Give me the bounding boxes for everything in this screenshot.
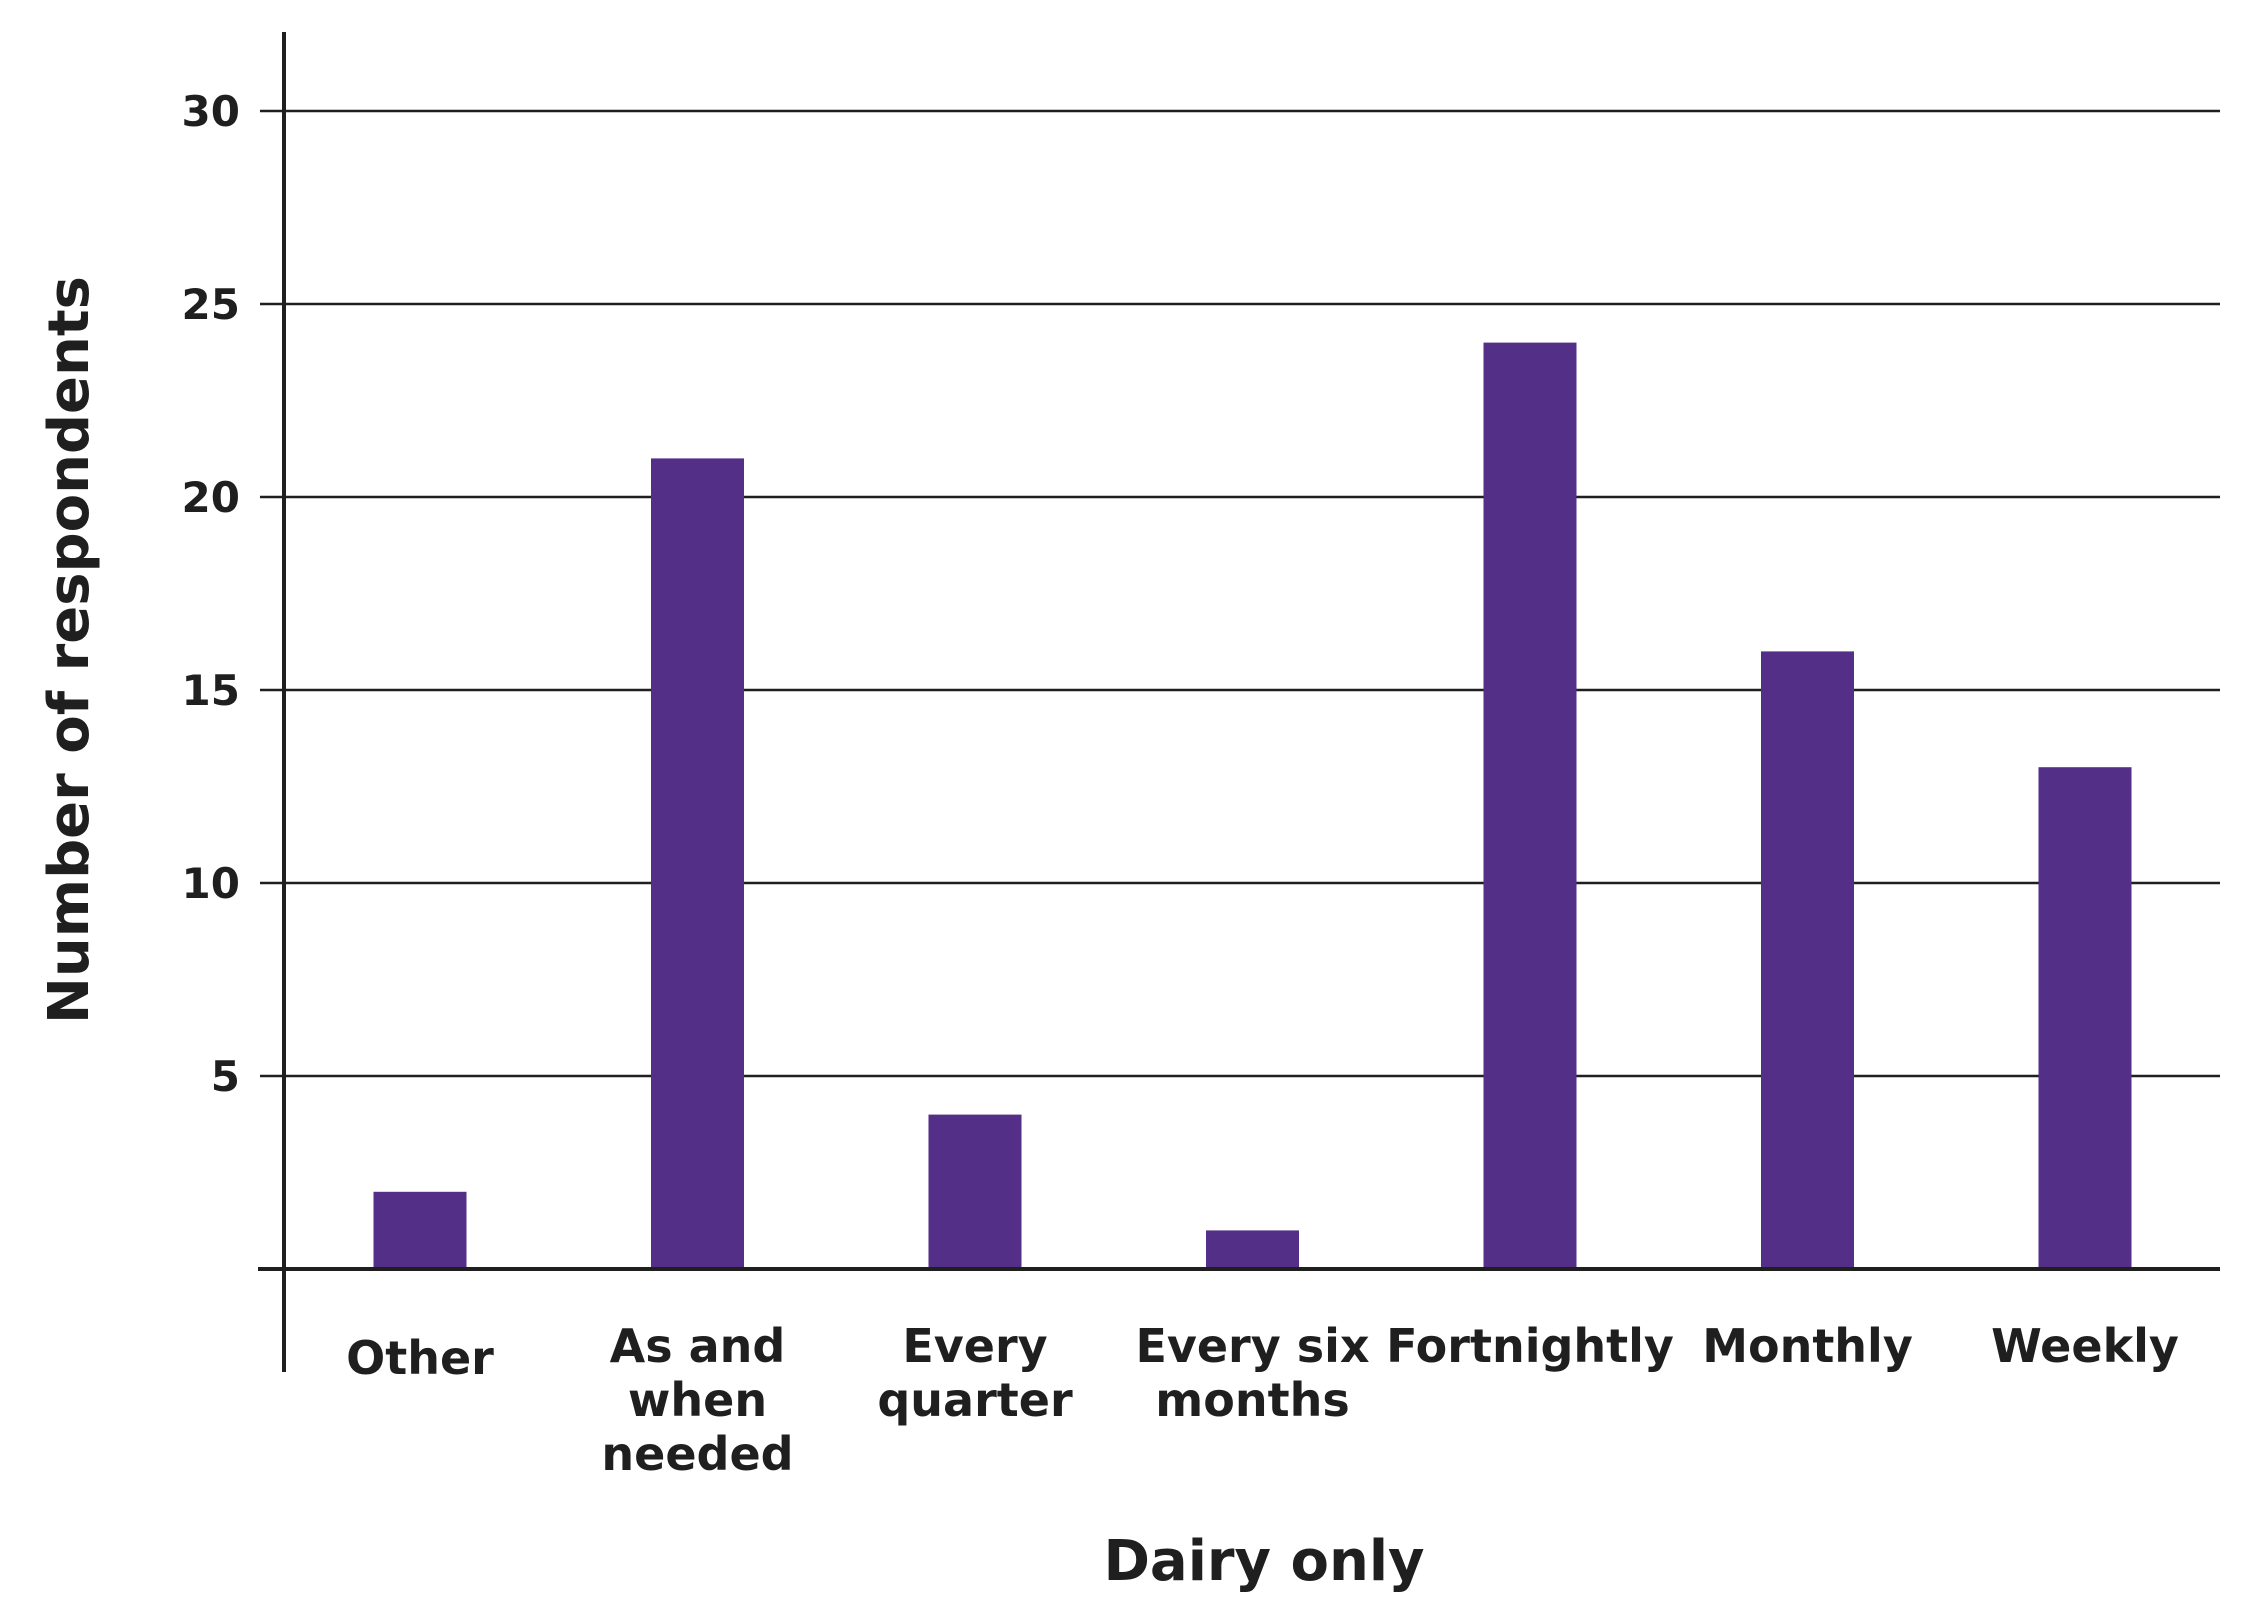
bar	[1483, 342, 1577, 1270]
x-category-label: Every six	[1135, 1319, 1369, 1373]
bars	[373, 342, 2132, 1270]
bar	[928, 1114, 1022, 1269]
bar	[1206, 1230, 1299, 1269]
x-category-label: Monthly	[1702, 1319, 1913, 1373]
bar	[651, 458, 744, 1269]
x-category-label: Fortnightly	[1386, 1319, 1674, 1373]
x-axis-title: Dairy only	[1103, 1529, 1424, 1594]
y-tick-label: 30	[182, 87, 240, 136]
y-axis-title: Number of respondents	[37, 276, 102, 1024]
x-category-label: Other	[346, 1331, 494, 1385]
x-category-label: when	[628, 1373, 767, 1427]
x-category-label: As and	[610, 1319, 786, 1373]
x-category-label: months	[1155, 1373, 1349, 1427]
x-category-label: Weekly	[1991, 1319, 2179, 1373]
bar	[373, 1191, 467, 1269]
bar	[1761, 651, 1854, 1269]
x-category-label: needed	[601, 1427, 793, 1481]
y-tick-label: 25	[182, 280, 240, 329]
y-tick-labels: 5 10 15 20 25 30	[182, 87, 240, 1101]
y-tick-label: 5	[211, 1052, 240, 1101]
x-category-label: Every	[902, 1319, 1047, 1373]
axes	[258, 32, 2220, 1372]
x-category-label: quarter	[877, 1373, 1073, 1427]
y-tick-label: 10	[182, 859, 240, 908]
bar	[2038, 767, 2132, 1269]
gridlines	[260, 109, 2220, 1078]
y-tick-label: 15	[182, 666, 240, 715]
y-tick-label: 20	[182, 473, 240, 522]
